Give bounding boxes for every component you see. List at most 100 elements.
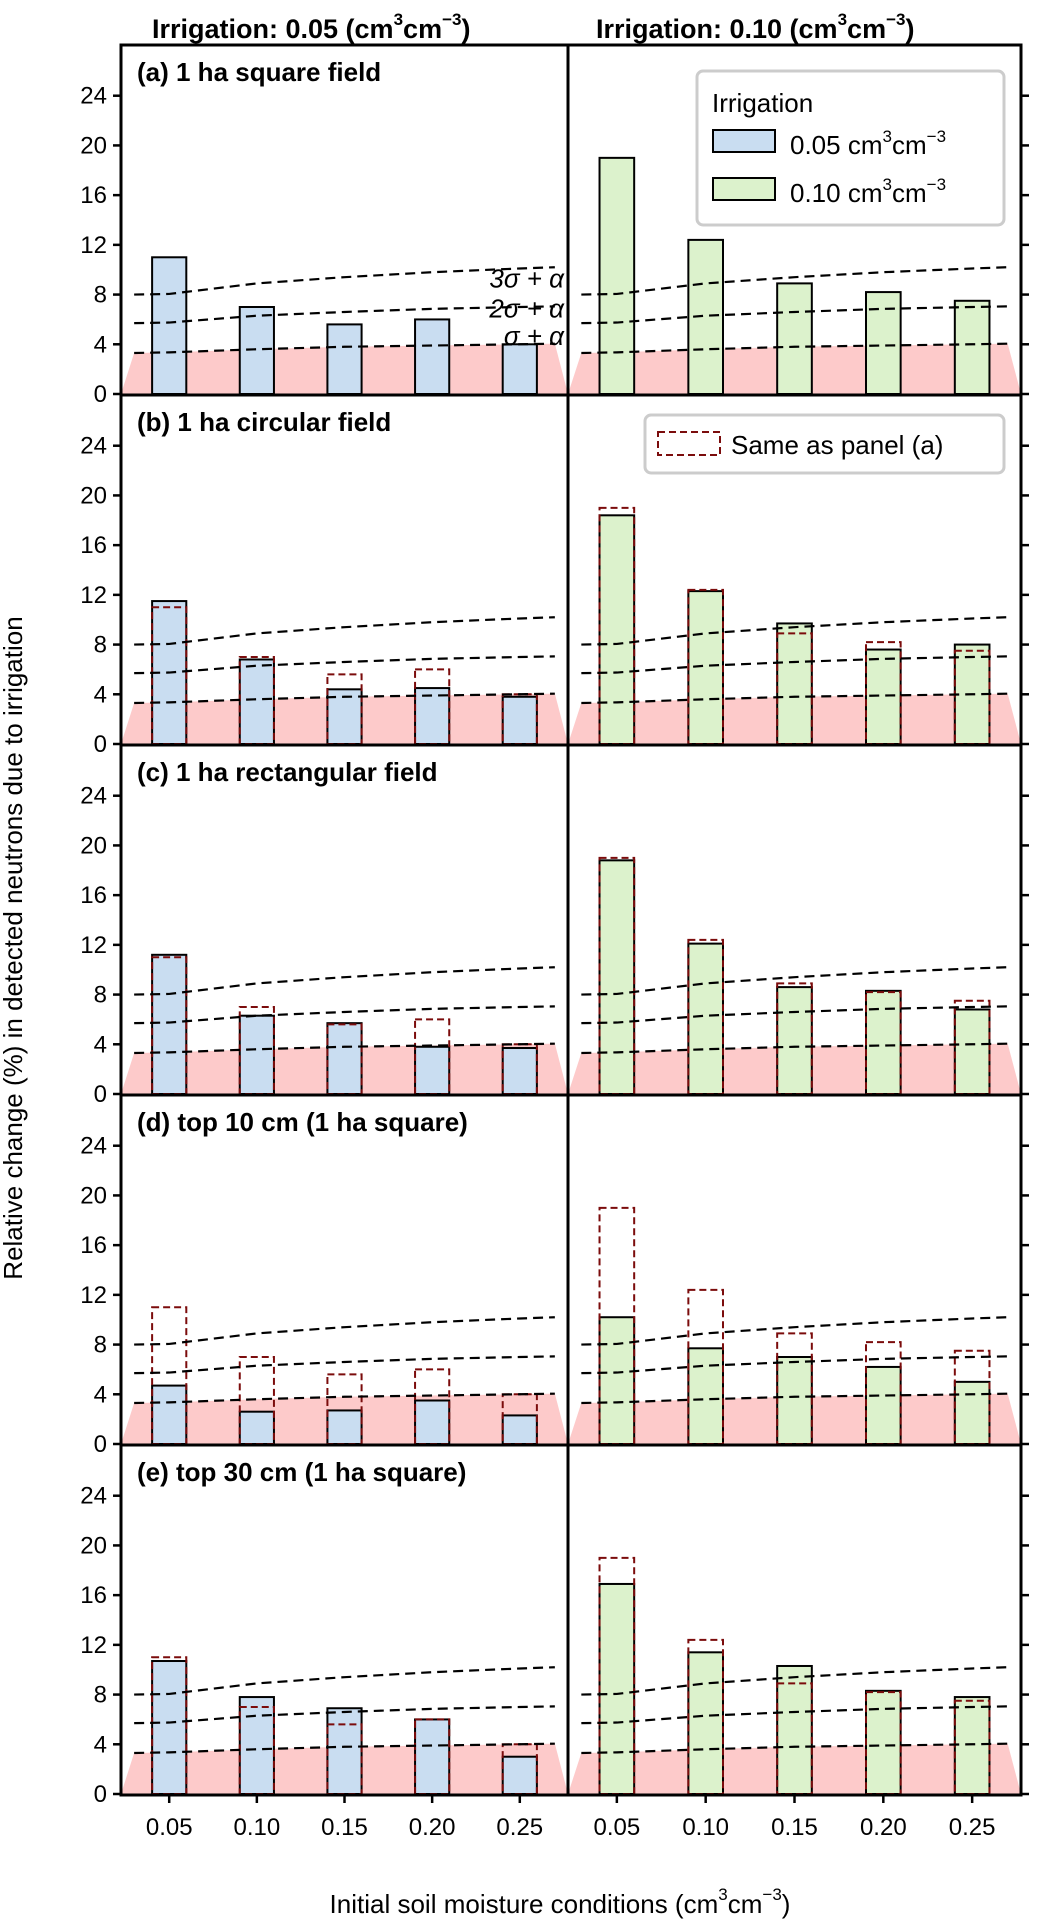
- x-tick-label: 0.20: [860, 1814, 907, 1841]
- x-axis-label: Initial soil moisture conditions (cm3cm−…: [330, 1885, 791, 1919]
- threshold-curve-two-sigma-alpha: [134, 655, 555, 675]
- threshold-curve-two-sigma-alpha: [134, 305, 555, 325]
- panel-d: 0 4 8 12 16 20 24 (d) top 10 cm (1 ha square): [80, 1093, 1029, 1458]
- y-tick-label: 20: [80, 832, 107, 859]
- y-tick-label: 8: [94, 982, 107, 1009]
- threshold-curve-two-sigma-alpha: [581, 1005, 1008, 1025]
- reference-bar-outline: [776, 1682, 813, 1796]
- y-tick-label: 4: [94, 681, 107, 708]
- y-tick-label: 24: [80, 783, 107, 810]
- y-tick-label: 20: [80, 1532, 107, 1559]
- threshold-curve-two-sigma-alpha: [581, 655, 1008, 675]
- y-tick-label: 0: [94, 1431, 107, 1458]
- threshold-curve-sigma-alpha: [581, 1392, 1008, 1405]
- y-tick-label: 0: [94, 381, 107, 408]
- x-tick-label: 0.10: [233, 1814, 280, 1841]
- bar: [953, 1008, 991, 1095]
- threshold-label: σ + α: [504, 321, 565, 351]
- reference-bar-outline: [865, 641, 902, 745]
- bar: [326, 1409, 363, 1446]
- threshold-curve-two-sigma-alpha: [134, 1705, 555, 1725]
- bar: [238, 658, 275, 745]
- bar: [776, 622, 813, 746]
- threshold-curve-sigma-alpha: [581, 342, 1008, 355]
- bar: [598, 156, 636, 395]
- y-tick-label: 0: [94, 731, 107, 758]
- reference-bar-outline: [326, 1373, 363, 1446]
- threshold-curve-sigma-alpha: [134, 1042, 555, 1055]
- y-tick-label: 24: [80, 83, 107, 110]
- bar: [687, 1347, 724, 1446]
- threshold-curve-three-sigma-alpha: [134, 1666, 555, 1696]
- threshold-curve-two-sigma-alpha: [581, 1705, 1008, 1725]
- threshold-curve-sigma-alpha: [581, 692, 1008, 705]
- bar: [151, 1384, 188, 1445]
- legend-box: [643, 413, 1006, 475]
- bar: [501, 695, 538, 745]
- y-tick-label: 16: [80, 882, 107, 909]
- bar: [238, 1696, 275, 1795]
- threshold-curve-three-sigma-alpha: [134, 616, 555, 646]
- bar: [865, 291, 902, 396]
- bar: [414, 687, 451, 745]
- x-tick-label: 0.15: [321, 1814, 368, 1841]
- bar: [953, 299, 991, 395]
- reference-bar-outline: [326, 1723, 363, 1796]
- y-tick-label: 4: [94, 1731, 107, 1758]
- legend-title: Irrigation: [712, 88, 813, 118]
- subplot-a-irr010: Irrigation 0.05 cm3cm−3 0.10 cm3cm−3: [566, 43, 1029, 397]
- reference-bar-outline: [865, 1691, 902, 1795]
- threshold-curve-sigma-alpha: [134, 1742, 555, 1755]
- bar: [598, 859, 636, 1095]
- threshold-curve-two-sigma-alpha: [134, 1355, 555, 1375]
- bar: [776, 1664, 813, 1795]
- bar: [953, 1380, 991, 1446]
- y-tick-label: 24: [80, 1133, 107, 1160]
- panel-e: 0 4 8 12 16 20 24 0.05 0.10 0.15 0.20 0.25 (e) top 3…: [80, 1443, 1029, 1841]
- reference-bar-outline: [865, 991, 902, 1095]
- panel-c: 0 4 8 12 16 20 24 (c) 1 ha rectangular field: [80, 743, 1029, 1108]
- y-tick-label: 12: [80, 1632, 107, 1659]
- bar: [414, 1399, 451, 1445]
- bar: [687, 1651, 724, 1796]
- y-tick-label: 8: [94, 632, 107, 659]
- bar: [501, 1755, 538, 1795]
- subplot-b-irr005: 0 4 8 12 16 20 24 (b) 1 ha circular field: [80, 393, 570, 758]
- bar: [151, 256, 188, 395]
- bar: [238, 1410, 275, 1445]
- panel-title: (b) 1 ha circular field: [137, 407, 391, 437]
- reference-bar-outline: [865, 1341, 902, 1445]
- subplot-e-irr005: 0 4 8 12 16 20 24 0.05 0.10 0.15 0.20 0.25 (e) top 3…: [80, 1443, 570, 1841]
- reference-bar-outline: [687, 938, 724, 1096]
- threshold-curve-sigma-alpha: [581, 1742, 1008, 1755]
- threshold-curve-two-sigma-alpha: [581, 1355, 1008, 1375]
- bar: [776, 1356, 813, 1445]
- legend-swatch-reference: [657, 431, 721, 456]
- y-tick-label: 24: [80, 433, 107, 460]
- threshold-curve-three-sigma-alpha: [134, 966, 555, 996]
- y-tick-label: 12: [80, 582, 107, 609]
- y-tick-label: 16: [80, 182, 107, 209]
- x-tick-label: 0.15: [771, 1814, 818, 1841]
- bar: [238, 306, 275, 395]
- legend-swatch: [712, 177, 776, 201]
- bar: [326, 1707, 363, 1795]
- bar: [776, 282, 813, 395]
- bar: [501, 1047, 538, 1095]
- y-tick-label: 0: [94, 1081, 107, 1108]
- bar: [414, 1045, 451, 1096]
- reference-bar-outline: [776, 1332, 813, 1446]
- legend-entry-label: 0.05 cm3cm−3: [790, 127, 946, 160]
- subplot-b-irr010: Same as panel (a): [566, 393, 1029, 747]
- reference-bar-outline: [326, 673, 363, 746]
- column-title-left: Irrigation: 0.05 (cm3cm−3): [152, 10, 470, 44]
- bar: [598, 1582, 636, 1796]
- threshold-curve-two-sigma-alpha: [581, 305, 1008, 325]
- threshold-curve-three-sigma-alpha: [134, 1316, 555, 1346]
- y-tick-label: 12: [80, 232, 107, 259]
- subplot-d-irr005: 0 4 8 12 16 20 24 (d) top 10 cm (1 ha square): [80, 1093, 570, 1458]
- threshold-label: 2σ + α: [488, 293, 565, 323]
- x-tick-label: 0.05: [146, 1814, 193, 1841]
- reference-bar-outline: [687, 588, 724, 746]
